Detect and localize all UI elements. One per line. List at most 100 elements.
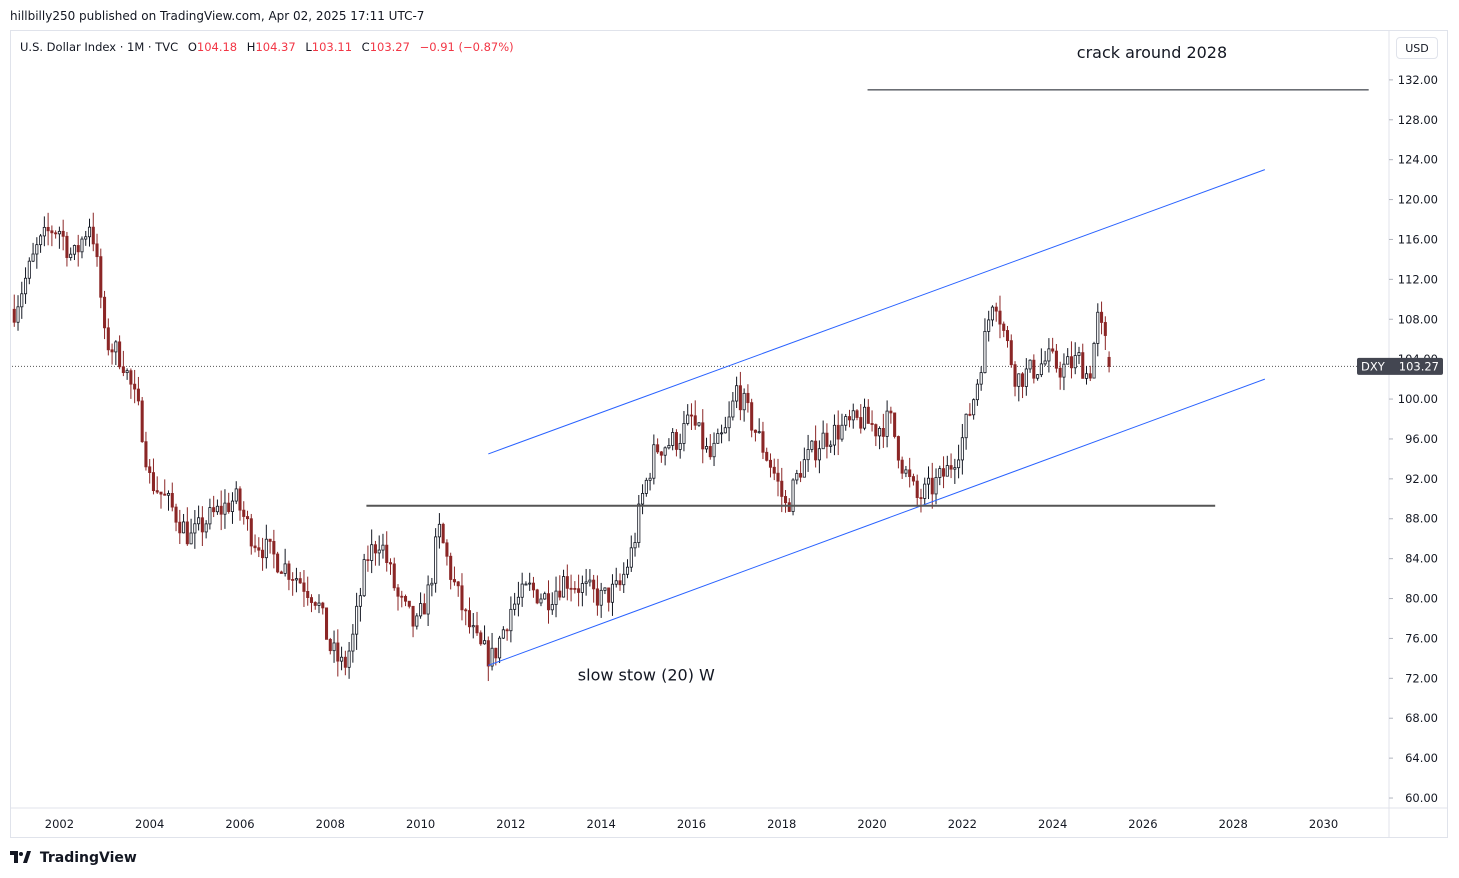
candle-body [178,521,182,534]
candle-body [791,479,795,512]
candle-body [689,414,693,417]
candle-body [588,579,592,583]
candle-body [738,385,742,411]
candle-body [562,576,566,598]
candle-body [727,416,731,429]
candle-body [385,544,389,564]
candle-body [776,472,780,482]
candle-body [757,431,761,434]
candle-body [242,509,246,517]
candle-body [230,500,234,512]
candle-body [498,637,502,659]
candle-body [1036,374,1040,379]
candle-body [994,306,998,312]
candle-body [144,441,148,468]
low-value: 103.11 [311,40,353,54]
time-axis: 2002 2004 2006 2008 2010 2012 2014 2016 2018 2020… [45,817,1338,831]
candle-body [851,410,855,421]
x-tick-label: 2016 [677,817,706,831]
open-label: O [187,40,197,54]
candle-body [746,392,750,404]
candle-body [215,505,219,513]
candle-body [998,310,1002,325]
candle-body [546,593,551,611]
candle-body [80,238,84,253]
chart-frame [10,30,1448,838]
candle-body [291,579,295,581]
candle-body [1054,350,1058,369]
candle-body [1100,311,1104,323]
candle-body [298,578,302,584]
candle-body [1084,373,1089,379]
candle-body [629,547,633,568]
y-tick-label: 88.00 [1405,512,1438,526]
candle-body [452,579,456,583]
candle-body [449,555,453,580]
x-tick-label: 2008 [316,817,345,831]
candle-body [35,244,39,255]
x-tick-label: 2018 [767,817,796,831]
candle-body [787,502,791,512]
candle-body [1058,367,1062,378]
y-tick-label: 68.00 [1405,711,1438,725]
symbol-description: U.S. Dollar Index · 1M · TVC [20,40,179,54]
symbol-legend: U.S. Dollar Index · 1M · TVC O104.18 H10… [20,40,514,54]
candle-body [400,595,404,598]
candle-body [1005,330,1010,342]
candle-body [189,532,193,545]
candle-body [426,584,430,615]
candle-body [223,502,227,515]
candle-body [584,581,588,584]
candle-body [1047,348,1051,362]
x-tick-label: 2012 [496,817,525,831]
candle-body [780,480,784,497]
candle-body [565,576,569,589]
candle-body [185,521,189,545]
candle-body [716,433,720,444]
tradingview-logo-icon [10,850,36,866]
candle-body [151,472,155,492]
candle-body [855,410,859,418]
candle-body [276,553,280,573]
channel-upper [488,169,1266,455]
candle-body [272,541,276,555]
candle-body [1062,363,1066,378]
candle-body [821,432,825,450]
candle-body [900,459,904,474]
candle-body [257,547,261,551]
candle-body [336,642,340,662]
candle-body [765,451,769,461]
candle-body [656,444,660,453]
candle-body [249,518,253,547]
candle-body [874,424,878,437]
candle-body [1051,348,1055,352]
candle-body [520,583,524,598]
y-tick-label: 96.00 [1405,432,1438,446]
candle-body [471,625,475,628]
candle-body [693,415,697,426]
candle-body [607,587,611,603]
candle-body [904,469,908,474]
x-tick-label: 2024 [1038,817,1067,831]
candle-body [580,583,584,593]
candle-body [618,580,622,586]
last-price-value: 103.27 [1399,359,1439,373]
candle-body [65,235,69,258]
candle-body [983,330,987,374]
candle-body [57,230,61,235]
candle-body [641,493,645,505]
currency-selector[interactable]: USD [1396,37,1438,59]
y-tick-label: 76.00 [1405,631,1438,645]
y-tick-label: 80.00 [1405,592,1438,606]
candle-body [550,604,554,611]
candle-body [836,424,840,440]
candle-body [381,544,385,551]
candle-body [531,582,535,591]
open-value: 104.18 [196,40,238,54]
candle-body [332,642,336,652]
candle-body [362,559,366,597]
x-tick-label: 2030 [1309,817,1338,831]
candle-body [795,473,799,481]
candle-body [39,235,43,246]
